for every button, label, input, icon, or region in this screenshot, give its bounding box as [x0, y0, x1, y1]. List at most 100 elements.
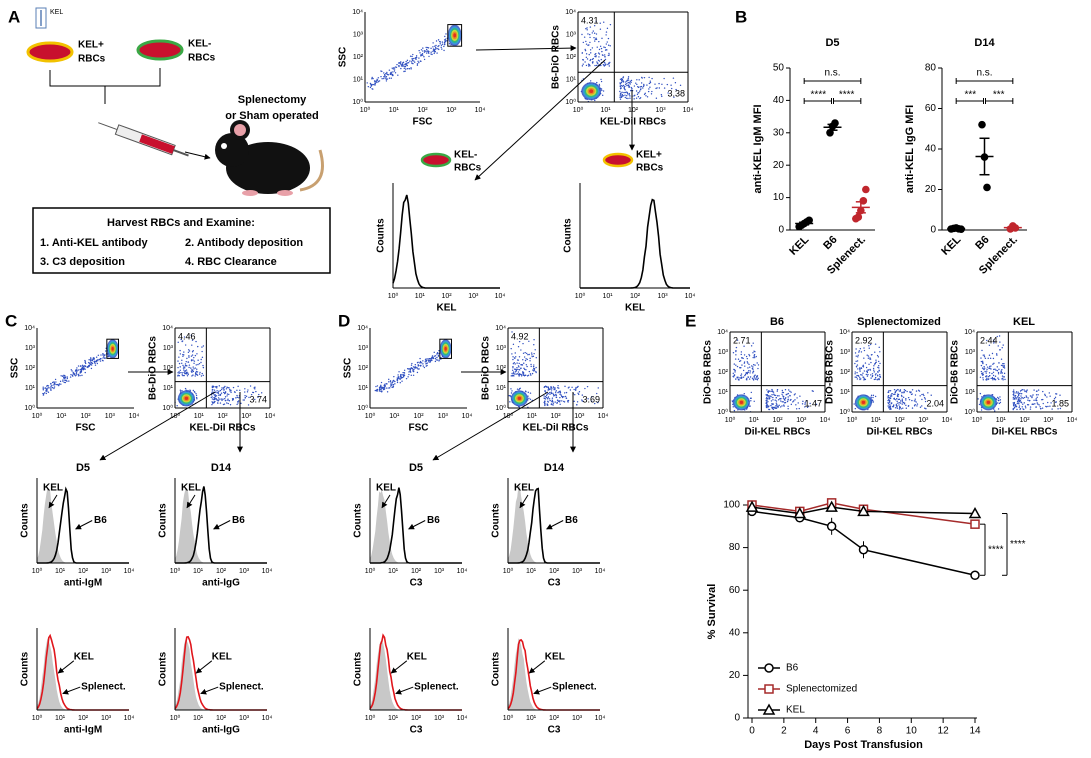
event-dot [187, 372, 189, 374]
y-tick-label: 10³ [163, 345, 174, 352]
event-dot [739, 377, 741, 379]
box-item: 1. Anti-KEL antibody [40, 237, 148, 249]
event-dot [750, 345, 753, 347]
event-dot [873, 369, 875, 371]
event-dot [545, 394, 548, 397]
event-dot [42, 394, 45, 396]
event-dot [438, 48, 440, 51]
event-dot [102, 357, 104, 359]
event-dot [50, 389, 52, 392]
event-dot [558, 401, 561, 403]
event-dot [576, 401, 579, 403]
x-tick-label: 10⁴ [124, 568, 135, 575]
event-dot [993, 341, 995, 343]
event-dot [986, 375, 988, 377]
event-dot [907, 405, 910, 407]
event-dot [47, 391, 50, 393]
event-dot [392, 74, 394, 76]
histogram-fill [175, 487, 267, 563]
event-dot [416, 63, 419, 65]
event-dot [873, 378, 876, 381]
event-dot [193, 356, 195, 359]
event-dot [97, 360, 99, 362]
event-dot [512, 371, 515, 373]
event-dot [188, 356, 190, 358]
x-axis-label: C3 [548, 578, 561, 589]
event-dot [630, 79, 633, 82]
event-dot [898, 398, 901, 401]
event-dot [418, 61, 420, 64]
event-dot [854, 362, 856, 365]
event-dot [428, 361, 430, 363]
arrow [519, 494, 529, 509]
event-dot [596, 46, 598, 48]
event-dot [878, 365, 880, 367]
event-dot [1013, 398, 1016, 400]
event-dot [554, 391, 557, 393]
event-dot [998, 368, 1000, 371]
event-dot [999, 396, 1001, 398]
event-dot [1039, 407, 1042, 410]
event-dot [598, 56, 600, 58]
event-dot [633, 98, 635, 100]
event-dot [629, 97, 631, 99]
event-dot [993, 377, 996, 380]
event-dot [75, 369, 77, 371]
event-dot [806, 406, 809, 409]
x-tick-label: 10² [1019, 417, 1030, 424]
event-dot [986, 366, 989, 368]
event-dot [410, 364, 413, 366]
event-dot [218, 385, 221, 387]
event-dot [899, 402, 902, 404]
event-dot [400, 375, 402, 377]
event-dot [982, 354, 984, 356]
event-dot [212, 386, 214, 389]
event-dot [997, 396, 999, 399]
histogram-title: KEL+ [636, 150, 662, 161]
x-tick-label: 10² [413, 413, 424, 420]
event-dot [202, 374, 204, 377]
event-dot [876, 379, 878, 381]
event-dot [798, 407, 800, 410]
event-dot [182, 355, 184, 358]
event-dot [226, 393, 229, 395]
x-tick-label: 10¹ [55, 715, 66, 722]
event-dot [1029, 399, 1031, 402]
quadrant-value: 4.92 [511, 331, 529, 341]
event-dot [797, 402, 799, 404]
event-dot [192, 389, 195, 392]
event-dot [783, 402, 786, 404]
event-dot [411, 362, 413, 365]
event-dot [523, 368, 526, 371]
event-dot [804, 402, 806, 404]
event-dot [393, 68, 396, 70]
event-dot [512, 365, 514, 368]
event-dot [414, 61, 416, 63]
event-dot [585, 56, 588, 59]
event-dot [46, 390, 48, 392]
event-dot [388, 69, 391, 71]
event-dot [735, 349, 737, 352]
event-dot [993, 368, 995, 371]
event-dot [191, 354, 194, 356]
event-dot [554, 394, 556, 396]
event-dot [68, 380, 70, 382]
event-dot [591, 47, 594, 49]
event-dot [663, 87, 666, 89]
y-tick-label: 20 [925, 184, 937, 195]
event-dot [581, 400, 584, 402]
event-dot [520, 367, 522, 369]
event-dot [734, 371, 736, 373]
event-dot [217, 391, 219, 394]
event-dot [532, 369, 534, 371]
x-tick-label: 10³ [434, 568, 445, 575]
event-dot [211, 403, 213, 406]
event-dot [594, 64, 596, 67]
histogram-fill [370, 490, 462, 563]
event-dot [620, 87, 622, 89]
event-dot [744, 373, 747, 376]
event-dot [994, 375, 997, 377]
y-tick-label: 10⁴ [357, 325, 368, 332]
data-point [793, 506, 807, 519]
event-dot [60, 383, 62, 385]
